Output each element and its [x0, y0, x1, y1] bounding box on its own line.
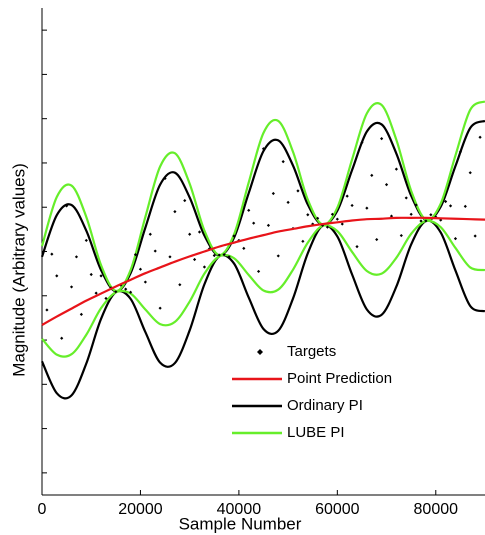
- target-point: [69, 285, 74, 289]
- y-axis-label: Magnitude (Arbitrary values): [9, 163, 28, 377]
- target-point: [133, 252, 138, 257]
- target-point: [375, 237, 379, 242]
- target-point: [84, 238, 88, 243]
- target-point: [129, 290, 133, 294]
- target-point: [266, 223, 271, 227]
- target-point: [217, 253, 221, 257]
- target-point: [188, 232, 192, 236]
- target-point: [99, 274, 103, 278]
- target-point: [394, 167, 398, 171]
- target-point: [124, 287, 128, 291]
- target-point: [158, 306, 162, 310]
- target-point: [202, 265, 207, 269]
- pi-upper: [40, 100, 485, 292]
- target-point: [55, 274, 59, 278]
- target-point: [409, 212, 413, 216]
- target-point: [242, 246, 246, 251]
- target-point: [74, 255, 79, 259]
- target-point: [453, 237, 458, 241]
- target-point: [252, 221, 256, 225]
- target-point: [468, 171, 472, 175]
- target-point: [276, 254, 280, 258]
- target-point: [380, 137, 384, 141]
- target-point: [143, 280, 147, 284]
- target-point: [178, 283, 182, 287]
- target-point: [173, 210, 177, 214]
- pi-lower: [41, 219, 485, 358]
- target-point: [424, 219, 428, 223]
- target-point: [286, 200, 290, 204]
- target-point: [60, 336, 64, 340]
- x-tick-label: 0: [38, 501, 47, 518]
- legend-marker: [257, 349, 263, 355]
- target-point: [330, 212, 335, 216]
- target-point: [104, 296, 108, 301]
- legend-label: Point Prediction: [287, 370, 392, 387]
- target-point: [232, 234, 236, 238]
- target-point: [212, 253, 216, 258]
- target-point: [404, 196, 408, 200]
- target-point: [365, 206, 369, 210]
- target-point: [148, 232, 152, 236]
- target-point: [163, 176, 167, 181]
- x-tick-label: 20000: [118, 501, 163, 518]
- target-point: [256, 269, 261, 274]
- target-point: [478, 135, 482, 139]
- target-point: [227, 255, 231, 259]
- target-point: [429, 213, 433, 217]
- prediction-line: [41, 216, 485, 326]
- x-axis-label: Sample Number: [179, 514, 302, 533]
- target-point: [370, 173, 374, 177]
- target-point: [301, 239, 305, 243]
- target-point: [281, 160, 285, 164]
- target-point: [192, 257, 197, 262]
- pi-upper: [40, 119, 485, 293]
- target-point: [45, 308, 49, 312]
- x-tick-label: 40000: [217, 501, 262, 518]
- target-point: [350, 203, 354, 208]
- target-point: [79, 312, 83, 316]
- target-point: [138, 267, 143, 271]
- target-point: [448, 204, 453, 208]
- target-point: [168, 255, 172, 259]
- target-point: [335, 217, 339, 221]
- x-tick-label: 80000: [414, 501, 459, 518]
- target-point: [444, 199, 448, 204]
- target-point: [153, 249, 157, 253]
- target-point: [414, 203, 418, 207]
- target-point: [183, 198, 187, 203]
- target-point: [419, 219, 423, 223]
- target-point: [247, 208, 251, 212]
- legend-label: LUBE PI: [287, 424, 345, 441]
- target-point: [473, 234, 477, 238]
- target-point: [50, 252, 54, 256]
- target-point: [463, 204, 467, 208]
- target-point: [296, 189, 300, 193]
- target-point: [458, 150, 462, 154]
- target-point: [355, 245, 359, 249]
- pi-lower: [40, 219, 485, 400]
- target-point: [340, 222, 344, 226]
- target-point: [197, 230, 202, 234]
- target-point: [65, 204, 69, 208]
- target-point: [89, 272, 93, 277]
- target-point: [360, 140, 364, 145]
- target-point: [384, 183, 389, 187]
- target-point: [222, 252, 226, 257]
- target-point: [114, 290, 118, 294]
- target-point: [389, 214, 394, 218]
- x-tick-label: 60000: [315, 501, 360, 518]
- target-point: [345, 194, 349, 198]
- target-point: [399, 233, 403, 238]
- target-point: [94, 291, 98, 295]
- target-point: [306, 213, 310, 217]
- legend-label: Targets: [287, 343, 336, 360]
- target-point: [271, 191, 275, 196]
- target-point: [325, 225, 330, 229]
- legend-label: Ordinary PI: [287, 397, 363, 414]
- target-point: [316, 216, 320, 220]
- target-point: [261, 147, 266, 151]
